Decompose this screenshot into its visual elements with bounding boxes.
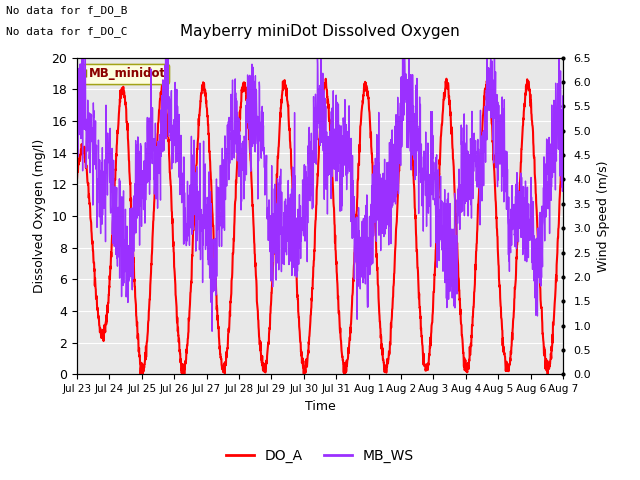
MB_WS [98,160,106,166]
DO_A [180,372,188,377]
MB_WS [456,210,464,216]
MB_WS [73,134,81,140]
DO_A [297,339,305,345]
Legend: MB_minidot: MB_minidot [83,63,169,84]
MB_WS [559,130,567,135]
DO_A [545,363,553,369]
Text: No data for f_DO_B: No data for f_DO_B [6,5,128,16]
DO_A [456,311,464,317]
X-axis label: Time: Time [305,400,335,413]
MB_WS [545,183,553,189]
DO_A [310,264,317,269]
MB_WS [546,230,554,236]
Line: DO_A: DO_A [77,79,563,374]
MB_WS [297,215,305,220]
MB_WS [310,120,317,126]
DO_A [559,129,567,135]
DO_A [546,364,554,370]
Y-axis label: Wind Speed (m/s): Wind Speed (m/s) [597,160,610,272]
Text: Mayberry miniDot Dissolved Oxygen: Mayberry miniDot Dissolved Oxygen [180,24,460,39]
Y-axis label: Dissolved Oxygen (mg/l): Dissolved Oxygen (mg/l) [33,139,45,293]
Legend: DO_A, MB_WS: DO_A, MB_WS [221,443,419,468]
MB_WS [208,328,216,334]
Text: No data for f_DO_C: No data for f_DO_C [6,26,128,37]
MB_WS [78,55,86,60]
DO_A [443,76,451,82]
DO_A [98,333,106,338]
DO_A [73,176,81,182]
Line: MB_WS: MB_WS [77,58,563,331]
